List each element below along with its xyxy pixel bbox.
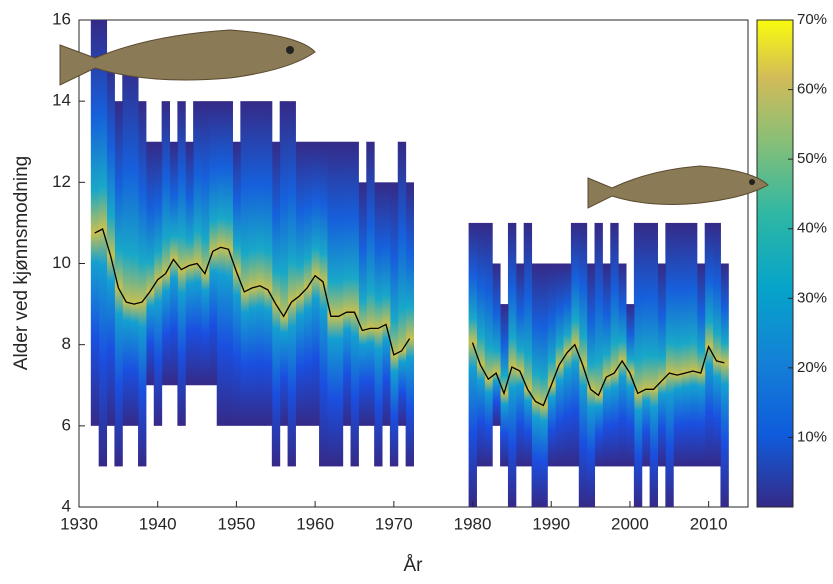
density-column <box>516 264 524 467</box>
density-column <box>673 223 681 467</box>
density-column <box>657 264 665 467</box>
x-tick-label: 1990 <box>532 514 570 533</box>
x-tick-label: 1980 <box>454 514 492 533</box>
density-column <box>256 101 264 426</box>
x-tick-label: 2010 <box>690 514 728 533</box>
x-axis-label: År <box>404 555 424 576</box>
x-tick-label: 1970 <box>375 514 413 533</box>
y-tick-label: 10 <box>52 253 71 272</box>
density-column <box>374 182 382 466</box>
density-column <box>107 61 115 426</box>
density-column <box>705 223 713 467</box>
density-column <box>114 101 122 466</box>
density-column <box>240 101 248 426</box>
colorbar <box>757 20 793 507</box>
density-column <box>665 223 673 507</box>
density-column <box>547 264 555 467</box>
x-tick-label: 1940 <box>139 514 177 533</box>
density-column <box>358 182 366 425</box>
density-column <box>492 264 500 426</box>
density-column <box>406 182 414 466</box>
density-column <box>720 264 728 508</box>
density-column <box>177 101 185 426</box>
density-column <box>295 142 303 426</box>
density-column <box>681 223 689 467</box>
density-column <box>280 101 288 426</box>
density-column <box>209 101 217 385</box>
density-column <box>689 223 697 467</box>
chart: År Alder ved kjønnsmodning 1930 1940 1950 1… <box>0 0 833 579</box>
density-column <box>524 223 532 467</box>
density-column <box>232 142 240 426</box>
y-tick-label: 12 <box>52 172 71 191</box>
colorbar-tick-label: 10% <box>797 428 827 445</box>
x-tick-label: 1950 <box>217 514 255 533</box>
density-column <box>201 101 209 385</box>
density-column <box>91 20 99 426</box>
density-column <box>193 101 201 385</box>
density-column <box>366 142 374 426</box>
density-column <box>532 264 540 508</box>
density-column <box>264 101 272 426</box>
density-column <box>311 142 319 426</box>
y-axis-label: Alder ved kjønnsmodning <box>11 156 32 370</box>
density-column <box>248 101 256 426</box>
density-column <box>595 223 603 467</box>
density-column <box>390 182 398 466</box>
density-column <box>288 101 296 466</box>
density-column <box>713 223 721 467</box>
density-column <box>610 223 618 467</box>
density-column <box>225 101 233 426</box>
density-column <box>697 264 705 467</box>
density-column <box>99 20 107 466</box>
density-column <box>587 264 595 508</box>
density-column <box>563 264 571 467</box>
density-column <box>146 142 154 386</box>
density-column <box>650 223 658 507</box>
colorbar-tick-label: 30% <box>797 289 827 306</box>
density-column <box>162 101 170 385</box>
density-column <box>469 223 477 507</box>
density-column <box>138 101 146 466</box>
colorbar-tick-label: 70% <box>797 11 827 28</box>
density-column <box>343 142 351 426</box>
density-column <box>122 61 130 426</box>
x-tick-label: 1960 <box>296 514 334 533</box>
density-column <box>508 223 516 507</box>
density-column <box>398 142 406 426</box>
colorbar-tick-label: 50% <box>797 150 827 167</box>
density-column <box>476 223 484 467</box>
density-column <box>335 142 343 467</box>
density-column <box>642 223 650 467</box>
colorbar-tick-label: 40% <box>797 220 827 237</box>
y-tick-label: 8 <box>62 334 71 353</box>
y-tick-label: 16 <box>52 9 71 28</box>
colorbar-tick-label: 60% <box>797 81 827 98</box>
colorbar-tick-label: 20% <box>797 359 827 376</box>
density-column <box>634 223 642 507</box>
density-column <box>217 101 225 426</box>
x-tick-label: 1930 <box>60 514 98 533</box>
density-column <box>319 142 327 467</box>
density-column <box>539 264 547 508</box>
density-column <box>382 182 390 425</box>
x-tick-label: 2000 <box>611 514 649 533</box>
y-tick-label: 6 <box>62 415 71 434</box>
y-tick-label: 14 <box>52 91 71 110</box>
density-column <box>626 304 634 466</box>
density-column <box>185 142 193 386</box>
density-column <box>602 264 610 467</box>
y-tick-label: 4 <box>62 496 71 515</box>
density-column <box>351 142 359 467</box>
density-column <box>130 61 138 426</box>
density-column <box>484 223 492 467</box>
